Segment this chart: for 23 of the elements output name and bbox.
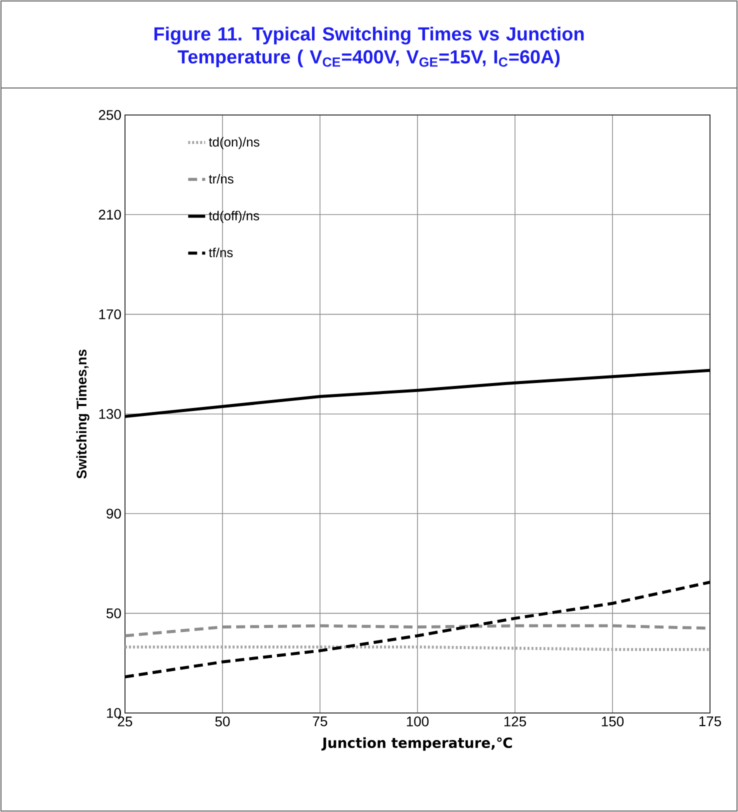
- x-tick-label: 25: [118, 716, 132, 726]
- y-tick-label: 90: [106, 508, 121, 519]
- y-tick-label: 130: [99, 409, 121, 419]
- x-tick-label: 75: [312, 716, 328, 726]
- legend-label: td(off)/ns: [208, 210, 260, 223]
- y-tick-label: 170: [99, 309, 121, 320]
- y-tick-label: 10: [107, 708, 121, 718]
- chart-title: Figure 11. Typical Switching Times vs Junction Temperature ( V$_{CE}$=400V, V$_{GE}$=15V, I$_{C}$=60A): [154, 26, 584, 68]
- x-axis-title: Junction temperature,℃: [321, 737, 512, 751]
- y-tick-label: 210: [98, 210, 121, 220]
- y-tick-label: 250: [98, 110, 121, 120]
- legend-label: tf/ns: [208, 248, 233, 258]
- legend-label: tr/ns: [208, 174, 234, 184]
- x-tick-label: 125: [504, 716, 526, 726]
- x-tick-label: 150: [602, 716, 624, 726]
- legend-label: td(on)/ns: [208, 137, 260, 150]
- x-tick-label: 175: [699, 716, 722, 726]
- y-axis-title: Switching Times,ns: [76, 350, 90, 479]
- y-tick-label: 50: [106, 608, 121, 618]
- x-tick-label: 50: [215, 716, 230, 726]
- x-tick-label: 100: [406, 716, 429, 726]
- line-series: [125, 580, 710, 678]
- line-series: [125, 368, 710, 418]
